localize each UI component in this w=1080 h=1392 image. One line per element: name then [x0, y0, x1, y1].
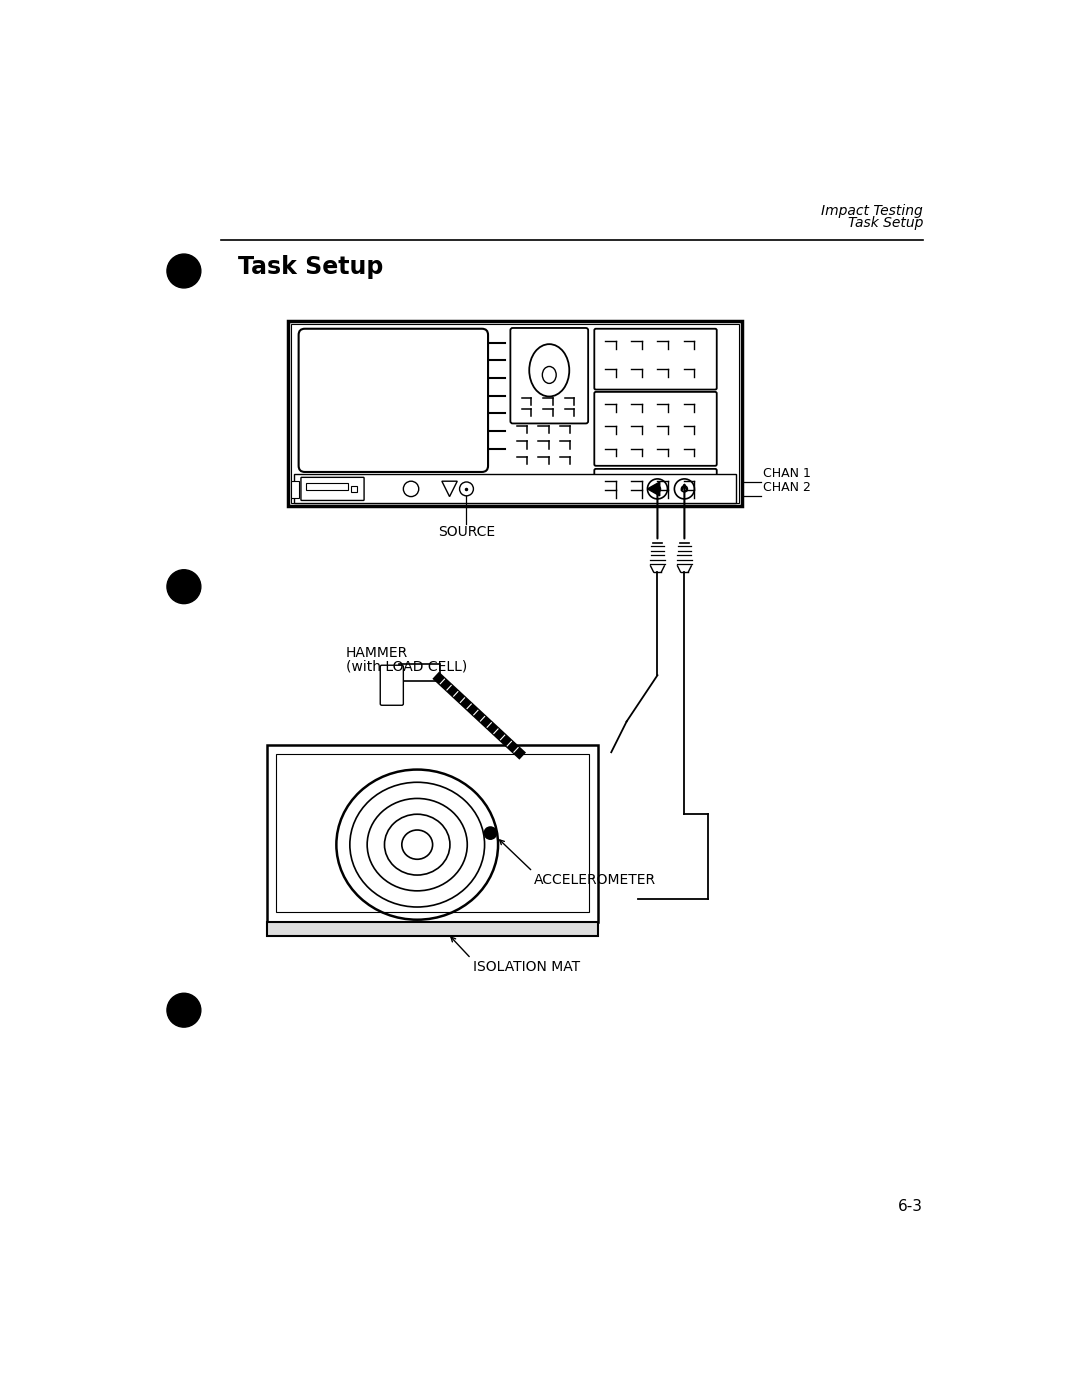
Bar — [291, 324, 739, 503]
Circle shape — [460, 482, 473, 496]
Text: Task Setup: Task Setup — [238, 255, 383, 280]
FancyBboxPatch shape — [299, 329, 488, 472]
Bar — [276, 754, 589, 912]
FancyBboxPatch shape — [594, 393, 717, 466]
Circle shape — [654, 486, 661, 491]
Bar — [267, 745, 598, 922]
Bar — [351, 486, 357, 491]
Text: HAMMER: HAMMER — [346, 646, 408, 660]
Bar — [288, 322, 742, 505]
Ellipse shape — [529, 344, 569, 397]
Text: 6-3: 6-3 — [899, 1200, 923, 1214]
FancyBboxPatch shape — [380, 665, 403, 706]
Bar — [306, 483, 348, 490]
Text: CHAN 2: CHAN 2 — [762, 482, 811, 494]
Text: (with LOAD CELL): (with LOAD CELL) — [346, 660, 467, 674]
Polygon shape — [400, 664, 441, 681]
Circle shape — [167, 994, 201, 1027]
Bar — [267, 922, 598, 935]
FancyBboxPatch shape — [511, 329, 589, 423]
Polygon shape — [647, 482, 660, 496]
FancyBboxPatch shape — [301, 477, 364, 501]
Text: Task Setup: Task Setup — [848, 216, 923, 230]
Text: SOURCE: SOURCE — [437, 525, 495, 539]
Ellipse shape — [403, 831, 431, 857]
Circle shape — [681, 486, 688, 491]
Circle shape — [403, 482, 419, 497]
Text: Impact Testing: Impact Testing — [822, 205, 923, 219]
Polygon shape — [442, 482, 457, 497]
Circle shape — [647, 479, 667, 498]
Bar — [291, 482, 299, 498]
Circle shape — [167, 569, 201, 604]
Bar — [294, 473, 735, 503]
Circle shape — [674, 479, 694, 498]
Text: ISOLATION MAT: ISOLATION MAT — [473, 960, 580, 974]
FancyBboxPatch shape — [594, 469, 717, 501]
FancyBboxPatch shape — [594, 329, 717, 390]
Text: CHAN 1: CHAN 1 — [762, 468, 811, 480]
Circle shape — [484, 827, 497, 839]
Text: ACCELEROMETER: ACCELEROMETER — [535, 873, 657, 887]
Ellipse shape — [542, 366, 556, 383]
Circle shape — [167, 255, 201, 288]
